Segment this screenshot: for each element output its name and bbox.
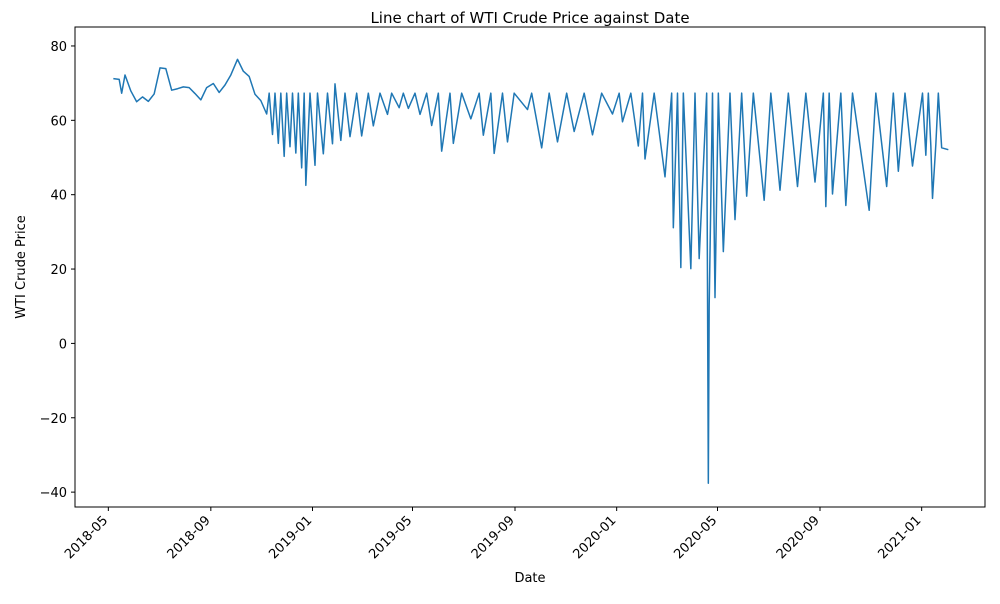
y-tick-label: 40 (50, 189, 67, 204)
price-line (113, 58, 949, 484)
y-tick-label: −40 (40, 486, 67, 501)
x-tick-label: 2018-05 (62, 513, 111, 562)
x-tick-label: 2020-01 (570, 513, 619, 562)
x-tick-label: 2019-09 (469, 513, 518, 562)
plot-frame (74, 26, 986, 508)
x-tick-label: 2020-09 (774, 513, 823, 562)
chart-title: Line chart of WTI Crude Price against Da… (370, 9, 689, 27)
y-tick-label: −20 (40, 412, 67, 427)
x-axis-label: Date (514, 571, 545, 586)
x-tick-label: 2019-05 (366, 513, 415, 562)
y-tick-label: 0 (59, 337, 67, 352)
y-tick-label: 80 (50, 40, 67, 55)
x-tick-label: 2018-09 (165, 513, 214, 562)
x-tick-label: 2021-01 (875, 513, 924, 562)
x-tick-label: 2020-05 (671, 513, 720, 562)
x-tick-label: 2019-01 (266, 513, 315, 562)
y-axis-label: WTI Crude Price (14, 215, 29, 319)
y-tick-label: 60 (50, 114, 67, 129)
y-tick-label: 20 (50, 263, 67, 278)
